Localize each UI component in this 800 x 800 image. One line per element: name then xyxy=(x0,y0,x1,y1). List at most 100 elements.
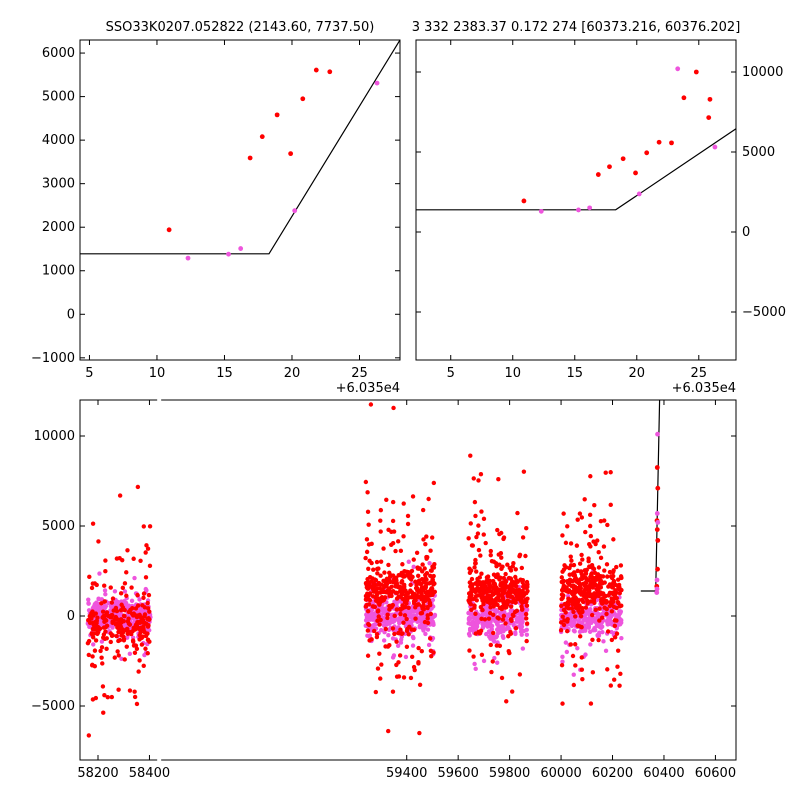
data-point xyxy=(467,633,472,638)
data-point xyxy=(378,573,383,578)
data-point xyxy=(131,556,136,561)
data-point xyxy=(112,655,117,660)
data-point xyxy=(474,534,479,540)
data-point xyxy=(468,453,473,458)
data-point xyxy=(560,614,565,619)
data-point xyxy=(412,608,417,614)
data-point xyxy=(482,595,488,601)
data-point xyxy=(524,632,530,637)
data-point xyxy=(580,557,585,562)
data-point xyxy=(415,573,421,579)
data-point xyxy=(598,573,603,579)
data-point xyxy=(588,544,593,549)
data-point xyxy=(140,617,146,623)
data-point xyxy=(558,627,564,633)
data-point xyxy=(566,589,571,595)
data-point xyxy=(500,590,506,595)
data-point xyxy=(409,654,415,660)
data-point xyxy=(469,607,474,613)
data-point xyxy=(611,604,617,610)
data-point xyxy=(428,573,433,579)
data-point xyxy=(492,655,497,661)
data-point xyxy=(566,602,571,607)
data-point xyxy=(570,653,576,659)
data-point xyxy=(381,606,386,611)
fit-line xyxy=(416,128,736,211)
data-point xyxy=(596,633,602,638)
data-point xyxy=(655,566,660,572)
data-point xyxy=(524,526,529,531)
data-point xyxy=(655,485,661,491)
data-point xyxy=(669,140,674,146)
data-point xyxy=(478,471,484,477)
data-point xyxy=(122,657,127,662)
data-point xyxy=(573,614,578,619)
data-point xyxy=(592,600,597,605)
data-point xyxy=(608,470,613,475)
data-point xyxy=(583,529,588,535)
data-point xyxy=(398,627,403,632)
data-point xyxy=(599,615,605,620)
data-point xyxy=(108,585,113,590)
data-point xyxy=(590,637,595,642)
data-point xyxy=(603,648,609,654)
data-point xyxy=(102,619,107,624)
data-point xyxy=(387,643,392,648)
data-point xyxy=(144,543,149,548)
data-point xyxy=(86,601,91,606)
data-point xyxy=(519,596,524,601)
data-point xyxy=(363,618,369,623)
data-point xyxy=(519,632,524,637)
data-point xyxy=(417,682,423,687)
data-point xyxy=(579,515,585,520)
data-point xyxy=(561,584,566,589)
data-point xyxy=(115,649,120,654)
data-point xyxy=(617,683,622,688)
data-point xyxy=(564,649,570,655)
data-point xyxy=(655,520,661,525)
data-point xyxy=(386,728,391,734)
data-point xyxy=(579,655,584,660)
data-point xyxy=(466,621,471,626)
x-tick-label: 15 xyxy=(566,366,583,381)
data-point xyxy=(488,633,493,638)
data-point xyxy=(524,590,529,596)
data-point xyxy=(576,619,581,624)
data-point xyxy=(508,594,513,599)
data-point xyxy=(134,615,140,620)
data-point xyxy=(382,584,387,590)
data-point xyxy=(487,620,493,626)
data-point xyxy=(140,603,145,608)
data-point xyxy=(400,631,405,636)
data-point xyxy=(393,590,399,595)
data-point xyxy=(137,597,142,602)
data-point xyxy=(498,550,504,556)
data-point xyxy=(408,675,414,681)
data-point xyxy=(91,631,97,636)
data-point xyxy=(238,246,244,251)
data-point xyxy=(609,637,615,643)
data-point xyxy=(99,655,104,660)
data-point xyxy=(501,635,506,640)
data-point xyxy=(633,170,638,176)
data-point xyxy=(584,591,589,597)
x-tick-label: 59600 xyxy=(437,766,478,781)
x-tick-label: 60200 xyxy=(592,766,633,781)
data-point xyxy=(618,563,624,568)
x-tick-label: 5 xyxy=(85,366,93,381)
data-point xyxy=(102,599,107,604)
data-point xyxy=(510,599,515,605)
data-point xyxy=(432,561,437,567)
data-point xyxy=(578,613,584,619)
data-point xyxy=(471,476,476,481)
data-point xyxy=(126,621,132,626)
data-point xyxy=(100,661,105,666)
data-point xyxy=(468,521,473,526)
data-point xyxy=(606,584,611,589)
data-point xyxy=(561,511,566,516)
data-point xyxy=(365,591,370,596)
data-point xyxy=(109,613,114,618)
data-point xyxy=(489,558,495,564)
data-point xyxy=(473,513,478,519)
